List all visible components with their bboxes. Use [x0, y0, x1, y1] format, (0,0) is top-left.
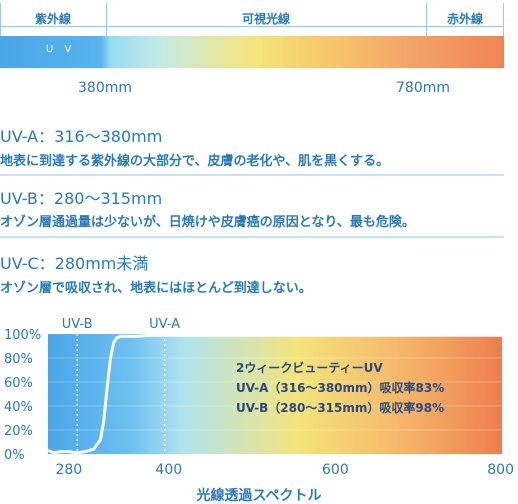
y-tick-label: 20%	[4, 424, 33, 439]
x-tick-label: 800	[487, 462, 514, 478]
y-tick-label: 0%	[4, 448, 25, 463]
band-ir-label: 赤外線	[446, 11, 483, 26]
band-divider-right	[503, 3, 504, 67]
spectrum-bar	[0, 36, 504, 68]
band-divider-left	[0, 3, 1, 67]
marker-label: UV-A	[149, 317, 180, 332]
plot-area	[48, 334, 502, 454]
uva-desc: 地表に到達する紫外線の大部分で、皮膚の老化や、肌を黒くする。	[0, 154, 390, 169]
uva-title: UV-A：316〜380mm	[0, 127, 163, 146]
y-tick-label: 80%	[4, 352, 33, 367]
band-uv-label: 紫外線	[34, 11, 71, 26]
x-axis-label: 光線透過スペクトル	[195, 487, 321, 504]
band-header-divider	[0, 26, 504, 27]
band-divider-visible-ir	[426, 3, 427, 67]
separator	[0, 174, 504, 176]
uvc-desc: オゾン層で吸収され、地表にはほとんど到達しない。	[0, 281, 312, 296]
x-tick-label: 600	[322, 462, 349, 478]
y-tick-label: 60%	[4, 376, 33, 391]
uvb-title: UV-B：280〜315mm	[0, 189, 163, 208]
transmission-curve	[47, 333, 502, 455]
band-visible-label: 可視光線	[241, 11, 290, 26]
annotation-uva: UV-A（316〜380mm）吸収率83%	[236, 380, 444, 395]
y-tick-label: 100%	[4, 328, 41, 343]
x-tick-label: 400	[155, 462, 182, 478]
annotation-product: 2ウィークビューティーUV	[236, 360, 383, 375]
uvb-desc: オゾン層通過量は少ないが、日焼けや皮膚癌の原因となり、最も危険。	[0, 215, 415, 230]
uvc-title: UV-C：280mm未満	[0, 254, 149, 273]
marker-label: UV-B	[62, 317, 93, 332]
nm-780-label: 780mm	[396, 80, 450, 96]
uv-bar-label: U V	[46, 44, 76, 55]
nm-380-label: 380mm	[78, 80, 132, 96]
y-tick-label: 40%	[4, 400, 33, 415]
band-divider-uv-visible	[106, 3, 107, 67]
transmission-chart: UV-B UV-A 0% 20% 40% 60% 80% 100% 280 400 600 800…	[4, 317, 514, 504]
x-tick-label: 280	[55, 462, 82, 478]
annotation-uvb: UV-B（280〜315mm）吸収率98%	[236, 400, 444, 415]
separator	[0, 236, 504, 238]
